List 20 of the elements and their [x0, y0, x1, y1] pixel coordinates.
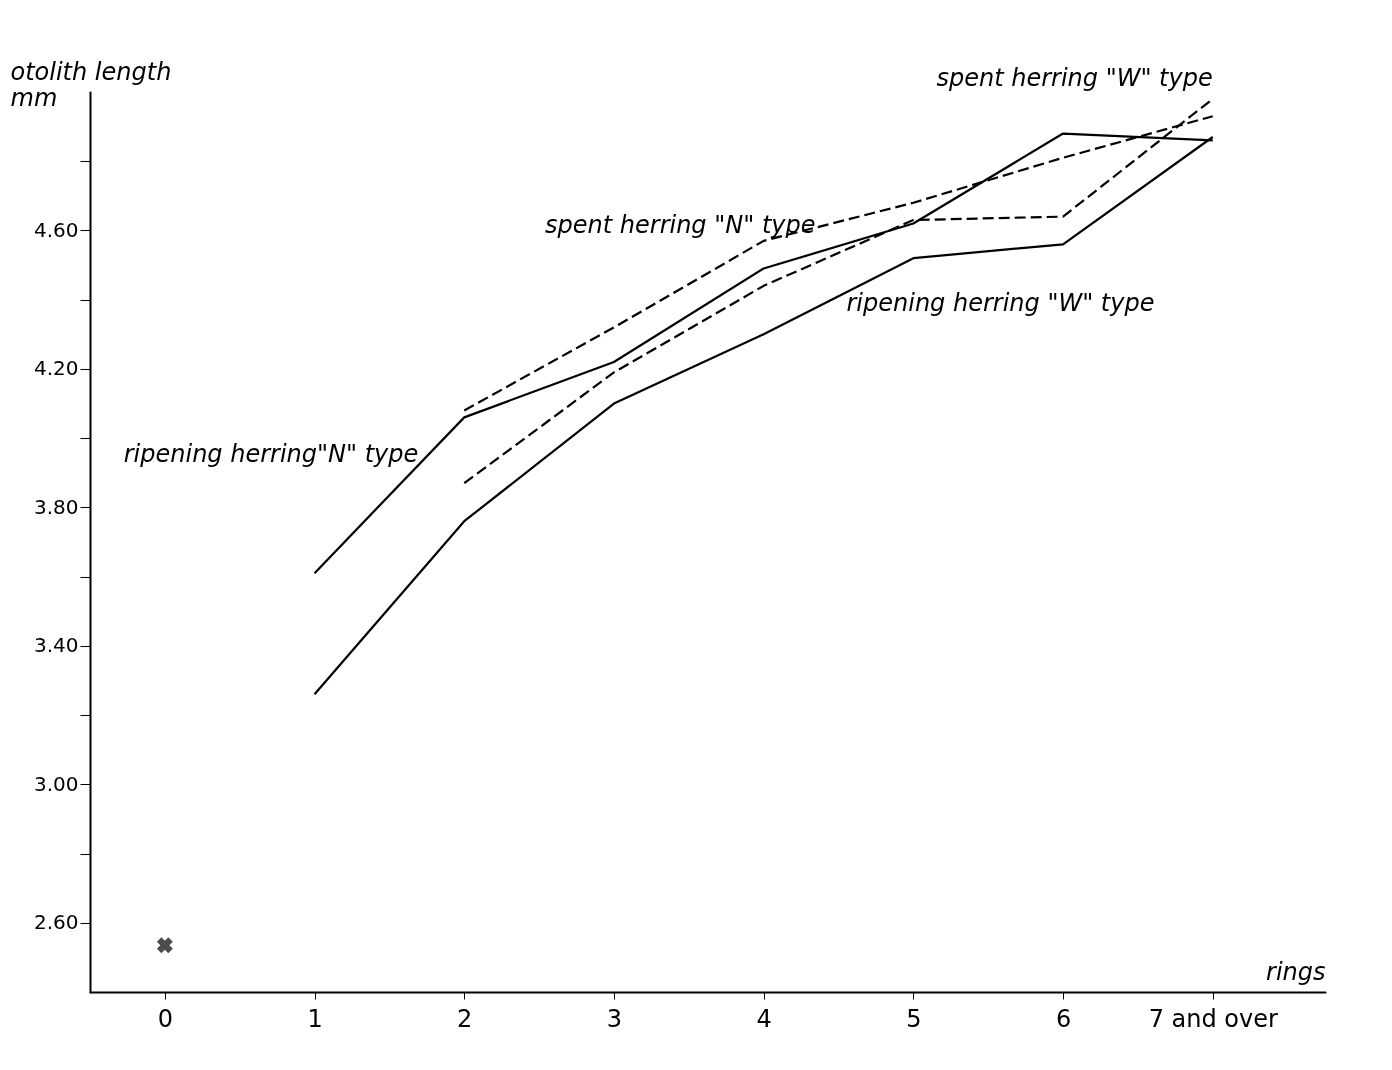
x-axis-title: rings [1266, 957, 1326, 986]
series-label: spent herring "N" type [545, 210, 816, 239]
y-tick-label: 3.00 [33, 771, 79, 796]
x-tick-label: 7 and over [1148, 1004, 1278, 1033]
x-tick-label: 3 [606, 1004, 623, 1033]
y-tick-label: 3.80 [33, 494, 79, 519]
series-label: ripening herring"N" type [123, 439, 419, 468]
x-tick-label: 1 [307, 1004, 323, 1033]
x-tick-label: 5 [906, 1004, 922, 1033]
x-tick-label: 6 [1055, 1004, 1072, 1033]
y-tick-label: 3.40 [33, 633, 79, 658]
y-tick-label: 2.60 [33, 910, 79, 935]
x-tick-label: 4 [756, 1004, 772, 1033]
y-tick-label: 4.60 [33, 217, 79, 242]
series-label: spent herring "W" type [936, 63, 1213, 92]
series-label: ripening herring "W" type [846, 289, 1155, 318]
y-axis-title: otolith length mm [10, 57, 172, 112]
x-tick-label: 0 [157, 1004, 173, 1033]
y-tick-label: 4.20 [33, 356, 79, 381]
x-tick-label: 2 [457, 1004, 473, 1033]
